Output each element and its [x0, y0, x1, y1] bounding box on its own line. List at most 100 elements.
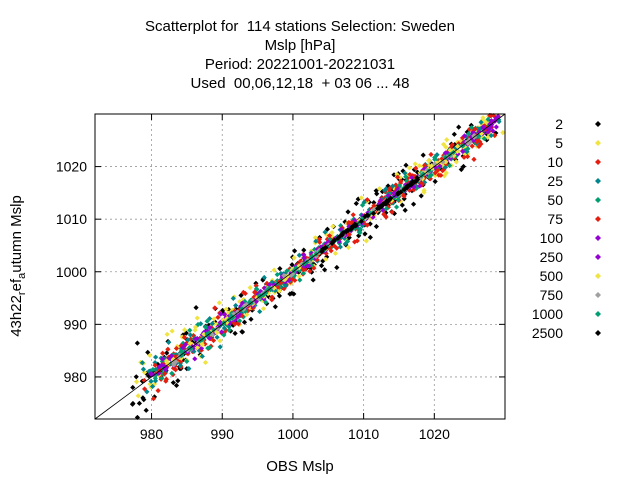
data-point [443, 159, 449, 165]
data-point [192, 356, 198, 362]
data-point [480, 115, 486, 121]
data-point [263, 290, 269, 296]
data-point [442, 150, 448, 156]
data-point [238, 303, 244, 309]
data-point [221, 332, 227, 338]
data-point [442, 164, 449, 170]
data-point [464, 129, 470, 135]
legend-marker [595, 235, 601, 241]
data-point [165, 346, 171, 352]
data-point [277, 266, 283, 272]
data-point [340, 230, 346, 236]
data-point [217, 311, 224, 317]
data-point [466, 130, 472, 137]
axis-ticks: 980 990 1000 1010 1020 980 990 1000 1010 1020 [56, 114, 505, 442]
data-point [148, 378, 154, 384]
data-point [314, 257, 320, 263]
data-point [393, 204, 400, 210]
legend-marker [595, 311, 601, 317]
data-point [201, 331, 207, 337]
data-point [426, 174, 432, 180]
data-point [389, 209, 395, 215]
data-point [228, 313, 234, 319]
data-point [214, 334, 220, 340]
data-point [140, 366, 147, 372]
data-point [432, 164, 438, 171]
data-point [442, 154, 449, 160]
data-point [252, 289, 258, 295]
data-point [216, 300, 222, 306]
legend-label: 5 [555, 135, 563, 151]
data-point [223, 327, 229, 333]
data-point [194, 315, 200, 321]
data-point [422, 162, 428, 169]
data-point [271, 285, 277, 291]
data-point [159, 362, 165, 368]
data-point [371, 202, 377, 209]
data-point [134, 340, 140, 346]
data-point [204, 318, 210, 324]
data-point [287, 291, 293, 297]
data-point [332, 250, 339, 257]
y-tick-label: 1020 [56, 159, 87, 175]
data-point [424, 167, 430, 173]
data-point [180, 345, 186, 351]
data-point [164, 331, 170, 337]
data-point [247, 285, 253, 291]
data-point [232, 330, 238, 336]
data-point [269, 297, 275, 303]
data-point [284, 268, 290, 274]
data-point [217, 344, 223, 350]
data-point [396, 182, 403, 189]
data-point [133, 379, 140, 385]
chart-title-line-2: Mslp [hPa] [264, 37, 336, 54]
data-point [412, 161, 418, 167]
data-point [460, 148, 466, 155]
data-point [435, 157, 441, 164]
data-point [357, 230, 363, 236]
data-point [485, 129, 491, 135]
data-point [434, 160, 440, 166]
data-point [406, 165, 413, 171]
legend-label: 25 [547, 173, 563, 189]
data-point [411, 167, 417, 173]
data-point [178, 358, 184, 364]
data-point [298, 264, 305, 270]
data-point [469, 143, 475, 149]
y-tick-label: 1010 [56, 211, 87, 227]
data-point [219, 329, 225, 335]
data-point [185, 337, 191, 343]
data-point [408, 180, 414, 186]
data-point [461, 154, 467, 160]
data-point [284, 273, 291, 279]
data-point [330, 223, 336, 229]
data-point [238, 310, 245, 316]
data-point [376, 186, 383, 192]
data-point [318, 263, 325, 269]
data-point [242, 308, 248, 314]
data-point [149, 369, 156, 375]
data-point [443, 144, 449, 150]
data-point [446, 163, 453, 169]
data-point [241, 303, 247, 310]
data-point [149, 383, 156, 390]
data-point [441, 141, 447, 147]
data-point [130, 384, 136, 391]
data-point [240, 296, 247, 302]
legend-marker [595, 121, 601, 127]
data-point [206, 322, 212, 328]
legend-marker [595, 178, 601, 184]
data-point [406, 187, 413, 193]
data-point [485, 134, 491, 141]
data-point [500, 130, 506, 136]
data-point [388, 198, 395, 204]
legend-label: 75 [547, 211, 563, 227]
data-point [234, 309, 241, 315]
data-point [272, 287, 278, 294]
data-point [342, 219, 348, 225]
data-point [133, 374, 139, 380]
data-point [205, 345, 211, 351]
data-point [194, 345, 200, 351]
data-point [175, 352, 181, 358]
data-point [472, 126, 478, 132]
